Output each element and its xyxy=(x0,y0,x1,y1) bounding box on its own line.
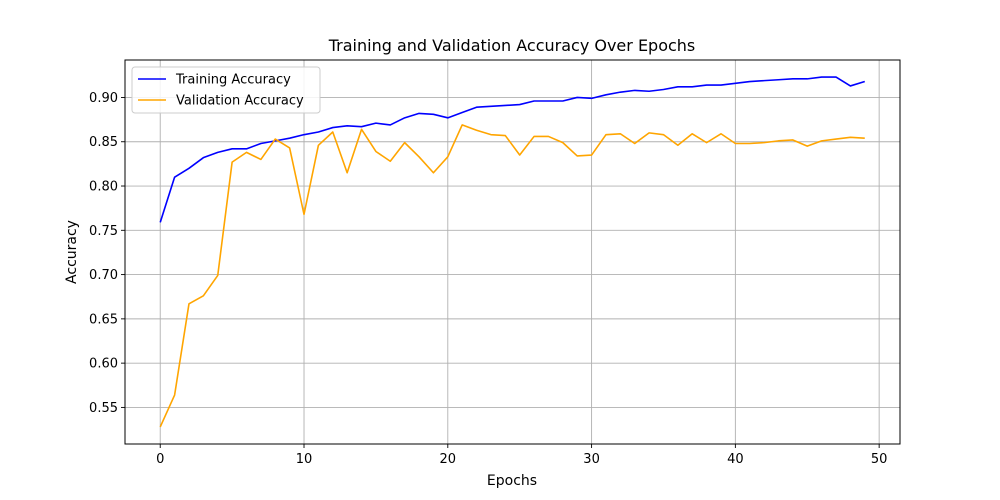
chart-title: Training and Validation Accuracy Over Ep… xyxy=(328,36,696,55)
y-tick-label: 0.65 xyxy=(89,312,118,327)
y-tick-label: 0.75 xyxy=(89,224,118,239)
series-layer xyxy=(159,76,866,428)
x-tick-label: 20 xyxy=(440,452,457,467)
validation-accuracy-line xyxy=(159,124,865,428)
y-tick-label: 0.55 xyxy=(89,401,118,416)
x-tick-label: 0 xyxy=(156,452,164,467)
grid xyxy=(125,60,900,444)
x-tick-label: 50 xyxy=(871,452,888,467)
legend-label-validation-accuracy: Validation Accuracy xyxy=(176,94,304,109)
legend-box xyxy=(131,66,321,114)
y-tick-label: 0.70 xyxy=(89,268,118,283)
x-tick-label: 10 xyxy=(296,452,313,467)
axes-frame xyxy=(124,59,901,445)
y-tick-label: 0.80 xyxy=(89,180,118,195)
y-tick-label: 0.90 xyxy=(89,91,118,106)
legend-label-training-accuracy: Training Accuracy xyxy=(175,73,291,88)
x-axis-label: Epochs xyxy=(487,473,537,489)
y-axis-label: Accuracy xyxy=(64,220,80,284)
x-tick-label: 40 xyxy=(727,452,744,467)
y-axis: 0.55 0.60 0.65 0.70 0.75 0.80 0.85 0.90 xyxy=(89,91,125,416)
y-tick-label: 0.60 xyxy=(89,357,118,372)
x-axis: 0 10 20 30 40 50 xyxy=(156,444,887,467)
plot-area xyxy=(125,60,900,444)
y-tick-label: 0.85 xyxy=(89,135,118,150)
legend: Training Accuracy Validation Accuracy xyxy=(131,66,321,114)
x-tick-label: 30 xyxy=(583,452,600,467)
